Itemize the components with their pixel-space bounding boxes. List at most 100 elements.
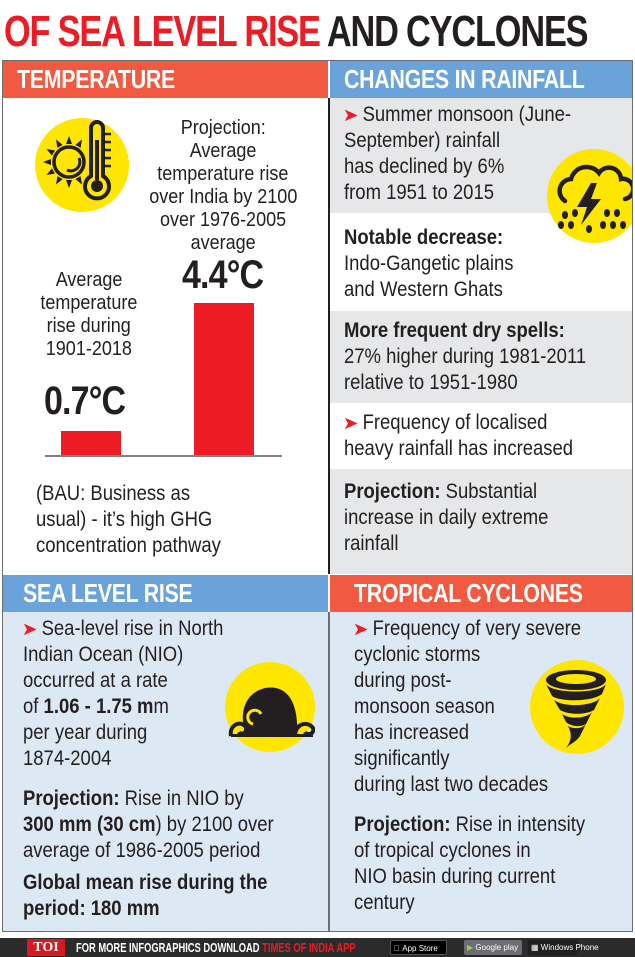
sea-level-text-line: per year during (23, 721, 148, 744)
sea-level-header: SEA LEVEL RISE (3, 575, 328, 612)
cyclones-projection: Projection: Rise in intensity of tropica… (354, 812, 632, 916)
historical-label-line: rise during (46, 315, 132, 337)
column-divider (328, 98, 330, 574)
rainfall-item-notable-decrease: Notable decrease: Indo-Gangetic plains a… (330, 213, 632, 311)
sea-level-rate-prefix: of (23, 695, 44, 718)
bau-note-line: (BAU: Business as (36, 482, 191, 505)
rainfall-item-localised-heavy: ➤ Frequency of localised heavy rainfall h… (330, 403, 632, 469)
rainfall-text-line: and Western Ghats (344, 278, 503, 301)
title-red-part: OF SEA LEVEL RISE (4, 7, 321, 56)
cyclones-text-line: NIO basin during current (354, 865, 556, 888)
bar-projected (194, 303, 254, 455)
windows-icon: ▦ (531, 943, 539, 952)
historical-label-line: Average (55, 269, 123, 291)
cyclones-text-line: of tropical cyclones in (354, 839, 531, 862)
temperature-panel: Projection: Average temperature rise ove… (3, 98, 328, 574)
cyclones-header-label: TROPICAL CYCLONES (354, 578, 583, 608)
apple-icon:  (394, 944, 400, 953)
historical-label: Average temperature rise during 1901-201… (18, 269, 160, 361)
sea-level-panel: ➤ Sea-level rise in North Indian Ocean (N… (3, 612, 328, 931)
rainfall-text-line: Summer monsoon (June- (362, 103, 572, 126)
title-black-part: AND CYCLONES (326, 7, 589, 56)
sea-level-header-label: SEA LEVEL RISE (23, 578, 193, 608)
projection-label-line: over 1976-2005 (159, 209, 287, 231)
infographic-frame (2, 60, 633, 932)
historical-label-line: 1901-2018 (45, 338, 133, 360)
rainfall-bold-label: Projection: (344, 480, 441, 503)
cyclones-text-line: during post- (354, 669, 452, 692)
tornado-icon (530, 660, 624, 754)
rainfall-text-line: rainfall (344, 532, 399, 555)
rainfall-bold-label: Notable decrease: (344, 226, 504, 249)
bau-note-line: concentration pathway (36, 534, 221, 557)
footer-cta-white: FOR MORE INFOGRAPHICS DOWNLOAD (76, 940, 263, 955)
projected-value: 4.4°C (182, 253, 264, 297)
footer-bar: TOI FOR MORE INFOGRAPHICS DOWNLOAD TIMES… (0, 938, 635, 957)
temperature-header-label: TEMPERATURE (17, 64, 175, 94)
rainfall-text-line: Indo-Gangetic plains (344, 252, 514, 275)
rainfall-item-projection: Projection: Substantial increase in dail… (330, 469, 632, 574)
rainfall-header-label: CHANGES IN RAINFALL (344, 64, 585, 94)
cyclones-text-line: monsoon season (354, 695, 495, 718)
footer-cta: FOR MORE INFOGRAPHICS DOWNLOAD TIMES OF … (76, 938, 356, 957)
sea-level-text-inline: ) by 2100 over (155, 813, 274, 836)
rainfall-text-line: heavy rainfall has increased (344, 437, 574, 460)
projection-label-line: temperature rise (157, 163, 289, 185)
sea-level-text-line: Indian Ocean (NIO) (23, 643, 184, 666)
sun-thermometer-icon (35, 118, 129, 212)
rainfall-text-line: 27% higher during 1981-2011 (344, 345, 587, 368)
cyclones-text-line: has increased (354, 721, 470, 744)
sea-level-rate-suffix: m (153, 695, 169, 718)
rainfall-bold-label: More frequent dry spells: (344, 319, 565, 342)
rainfall-text-line: Frequency of localised (362, 411, 548, 434)
google-play-badge[interactable]: ▶ Google play (464, 940, 522, 955)
windows-phone-badge[interactable]: ▦ Windows Phone (528, 940, 599, 955)
rainfall-text-line: September) rainfall (344, 129, 501, 152)
sea-level-global-line: Global mean rise during the (23, 871, 268, 894)
cyclones-text-line: significantly (354, 747, 450, 770)
cyclones-text-line: cyclonic storms (354, 643, 481, 666)
sea-level-text-inline: Rise in NIO by (119, 787, 244, 810)
sea-level-text-line: average of 1986-2005 period (23, 839, 261, 862)
cyclones-text-inline: Rise in intensity (450, 813, 586, 836)
sea-level-text-line: Sea-level rise in North (41, 617, 224, 640)
page-title: OF SEA LEVEL RISE AND CYCLONES (4, 6, 589, 58)
cyclones-bullet: ➤ Frequency of very severe cyclonic storm… (352, 616, 632, 798)
arrow-bullet-icon: ➤ (352, 619, 369, 639)
sea-level-projection: Projection: Rise in NIO by 300 mm (30 cm… (23, 786, 328, 864)
cyclones-text-line: century (354, 891, 415, 914)
cyclones-text-line: Frequency of very severe (372, 617, 582, 640)
arrow-bullet-icon: ➤ (342, 413, 359, 433)
cyclones-projection-label: Projection: (354, 813, 451, 836)
column-divider (328, 612, 330, 932)
arrow-bullet-icon: ➤ (342, 105, 359, 125)
app-store-badge[interactable]:  App Store (390, 940, 447, 955)
storm-cloud-rain-icon (547, 149, 632, 243)
arrow-bullet-icon: ➤ (21, 619, 38, 639)
sea-level-bullet: ➤ Sea-level rise in North Indian Ocean (N… (21, 616, 323, 772)
cyclones-panel: ➤ Frequency of very severe cyclonic storm… (330, 612, 632, 931)
rainfall-text-line: has declined by 6% (344, 155, 505, 178)
temperature-header: TEMPERATURE (3, 61, 328, 98)
footer-cta-app-link[interactable]: TIMES OF INDIA APP (262, 940, 356, 955)
historical-label-line: temperature (40, 292, 138, 314)
windows-phone-label: Windows Phone (540, 943, 599, 952)
historical-value: 0.7°C (44, 379, 126, 423)
bau-note: (BAU: Business as usual) - it’s high GHG… (36, 481, 326, 559)
sea-level-text-line: occurred at a rate (23, 669, 168, 692)
google-play-label: Google play (475, 943, 519, 952)
sea-level-global-mean: Global mean rise during the period: 180 … (23, 870, 328, 922)
rainfall-header: CHANGES IN RAINFALL (330, 61, 632, 98)
projection-label-line: Average (189, 140, 257, 162)
cyclones-header: TROPICAL CYCLONES (330, 575, 632, 612)
bau-note-line: usual) - it’s high GHG (36, 508, 213, 531)
sea-level-text-line: 1874-2004 (23, 747, 112, 770)
app-store-label: App Store (394, 944, 438, 953)
toi-logo[interactable]: TOI (27, 939, 65, 956)
projection-label-line: Projection: (180, 117, 266, 139)
cyclones-text-line: during last two decades (354, 773, 549, 796)
sea-level-rate-value: 1.06 - 1.75 m (43, 695, 154, 718)
bar-historical (61, 431, 121, 455)
sea-level-global-line: period: 180 mm (23, 897, 160, 920)
sea-level-projection-label: Projection: (23, 787, 120, 810)
